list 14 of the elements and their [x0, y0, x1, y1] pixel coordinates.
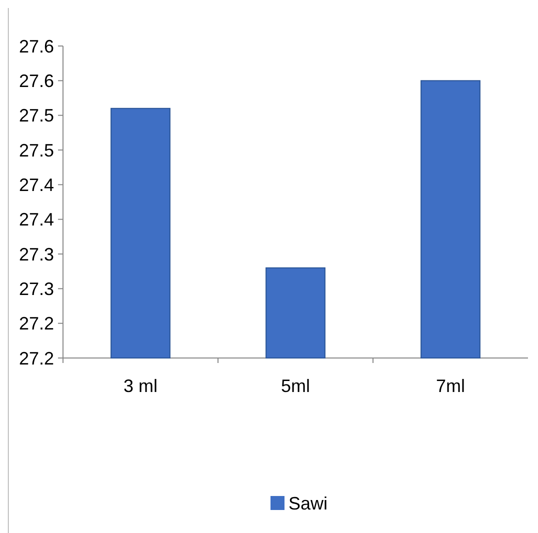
y-tick-label: 27.4: [18, 210, 54, 230]
y-tick-label: 27.2: [18, 348, 54, 368]
x-tick-label: 3 ml: [123, 376, 158, 396]
y-tick-label: 27.5: [18, 106, 54, 126]
y-tick-label: 27.4: [18, 174, 54, 195]
y-tick-label: 27.3: [18, 244, 54, 264]
legend-label: Sawi: [288, 493, 328, 514]
y-tick-label: 27.6: [18, 36, 54, 56]
y-tick-label: 27.5: [18, 140, 54, 160]
y-tick-label: 27.3: [18, 278, 54, 299]
x-tick-label: 5ml: [280, 376, 310, 396]
y-tick-label: 27.6: [18, 70, 54, 91]
x-tick-label: 7ml: [436, 376, 466, 396]
y-tick-label: 27.2: [18, 314, 54, 334]
